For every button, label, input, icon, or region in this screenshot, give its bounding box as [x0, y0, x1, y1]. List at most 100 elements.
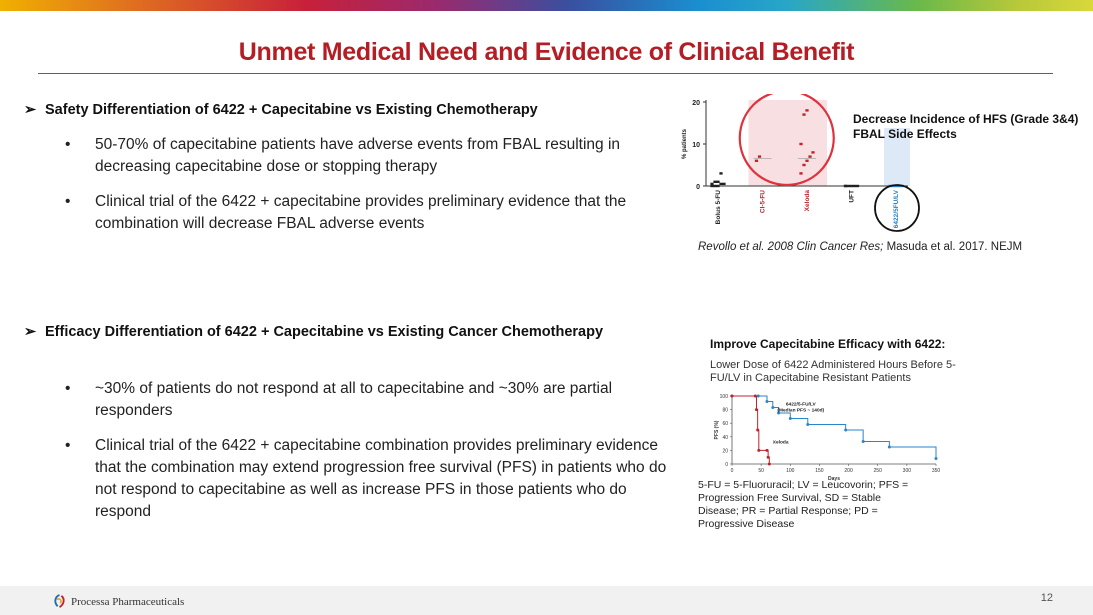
data-point	[805, 109, 809, 112]
x-tick-label: 100	[786, 468, 795, 474]
safety-heading-text: Safety Differentiation of 6422 + Capecit…	[45, 102, 538, 118]
y-tick-label: 0	[696, 184, 700, 191]
y-tick-label: 0	[725, 462, 728, 468]
efficacy-bullet-1-text: ~30% of patients do not respond at all t…	[95, 380, 613, 419]
hfs-note: Decrease Incidence of HFS (Grade 3&4) FB…	[853, 112, 1079, 141]
y-tick-label: 20	[722, 448, 728, 454]
x-tick-label: 300	[903, 468, 912, 474]
efficacy-bullet-2-text: Clinical trial of the 6422 + capecitabin…	[95, 437, 667, 520]
y-tick-label: 100	[720, 394, 729, 400]
x-category-label: UFT	[849, 190, 856, 203]
safety-bullet-1-text: 50-70% of capecitabine patients have adv…	[95, 136, 621, 175]
y-axis-label: % patients	[682, 128, 688, 159]
efficacy-heading: ➢ Efficacy Differentiation of 6422 + Cap…	[24, 322, 624, 343]
series-point	[788, 416, 792, 420]
median-pfs-annotation: (Median PFS ~ 140d)	[777, 408, 824, 414]
efficacy-bullet-1: • ~30% of patients do not respond at all…	[65, 378, 685, 422]
bullet-dot-icon: •	[65, 193, 71, 210]
x-category-label: CI-5-FU	[760, 190, 767, 213]
series-point	[934, 457, 938, 461]
series-point	[844, 428, 848, 432]
safety-bullet-2: • Clinical trial of the 6422 + capecitab…	[65, 191, 665, 235]
data-point	[713, 180, 717, 183]
data-point	[897, 184, 901, 188]
citation-italic: Revollo et al. 2008 Clin Cancer Res;	[698, 241, 884, 253]
abbreviation-note: 5-FU = 5-Fluoruracil; LV = Leucovorin; P…	[698, 479, 909, 530]
data-point	[719, 182, 723, 186]
title-divider	[38, 73, 1053, 74]
data-point	[852, 184, 857, 188]
highlight-region-blue	[884, 128, 910, 186]
data-point	[802, 113, 806, 116]
bullet-dot-icon: •	[65, 136, 71, 153]
series-point	[887, 445, 891, 449]
data-point	[757, 155, 762, 158]
safety-bullet-1: • 50-70% of capecitabine patients have a…	[65, 134, 655, 178]
series-point	[754, 408, 758, 412]
efficacy-bullet-2: • Clinical trial of the 6422 + capecitab…	[65, 435, 680, 523]
company-logo: Processa Pharmaceuticals	[52, 594, 184, 609]
series-point	[753, 394, 757, 398]
hfs-citation: Revollo et al. 2008 Clin Cancer Res; Mas…	[698, 239, 1022, 255]
x-category-label: Xeloda	[804, 190, 811, 212]
y-tick-label: 40	[722, 435, 728, 441]
series-line-xeloda	[732, 395, 770, 464]
highlight-circle-black	[874, 184, 920, 232]
x-category-label: 6422/5FU/LV	[893, 189, 900, 228]
pfs-chart: 0 20 40 60 80 100 0 50 100 150 200 250 300 350 Days PFS…	[714, 394, 941, 482]
data-point	[849, 184, 854, 188]
series-point	[756, 428, 760, 432]
x-tick-label: 350	[932, 468, 941, 474]
efficacy-heading-text: Efficacy Differentiation of 6422 + Capec…	[45, 324, 604, 340]
data-point	[799, 142, 803, 146]
page-title: Unmet Medical Need and Evidence of Clini…	[238, 38, 855, 66]
data-point	[799, 172, 803, 175]
series-point	[765, 448, 769, 452]
data-point	[710, 182, 714, 186]
hfs-incidence-chart: 0 10 20 % patients Bolus 5-FU CI-5-FU Xeloda UF…	[682, 94, 920, 232]
citation-rest: Masuda et al. 2017. NEJM	[883, 241, 1023, 253]
data-point	[713, 184, 717, 188]
series-line-6422	[732, 395, 937, 459]
series-point	[766, 455, 770, 459]
data-point	[722, 182, 726, 186]
page-number: 12	[1040, 592, 1053, 604]
series-point	[806, 423, 810, 427]
efficacy-figure-subtitle: Lower Dose of 6422 Administered Hours Be…	[710, 359, 956, 384]
series-point	[756, 394, 760, 398]
efficacy-figure-title: Improve Capecitabine Efficacy with 6422:	[710, 337, 946, 351]
x-axis-label: Days	[828, 476, 840, 482]
y-tick-label: 80	[722, 408, 728, 414]
arrow-bullet-icon: ➢	[24, 324, 37, 340]
data-point	[710, 184, 714, 188]
data-point	[719, 172, 723, 175]
x-tick-label: 0	[731, 468, 734, 474]
data-point	[754, 159, 759, 162]
company-name: Processa Pharmaceuticals	[71, 595, 185, 608]
series-point	[767, 462, 771, 466]
data-point	[802, 163, 806, 167]
data-point	[811, 151, 815, 154]
processa-logo-icon	[54, 594, 65, 608]
highlight-region-red	[748, 100, 827, 186]
x-tick-label: 50	[758, 468, 764, 474]
series-point	[730, 394, 734, 398]
bullet-dot-icon: •	[65, 437, 71, 454]
top-color-band	[0, 0, 1093, 11]
data-point	[894, 184, 898, 188]
series-point	[757, 448, 761, 452]
highlight-circle-red	[738, 94, 835, 187]
series-point	[777, 411, 781, 415]
safety-heading: ➢ Safety Differentiation of 6422 + Capec…	[24, 100, 664, 121]
data-point	[805, 159, 809, 162]
safety-bullet-2-text: Clinical trial of the 6422 + capecitabin…	[95, 193, 627, 232]
series-label-6422: 6422/5-FU/LV	[786, 402, 817, 408]
x-tick-label: 150	[815, 468, 824, 474]
data-point	[843, 184, 848, 188]
data-point	[846, 184, 851, 188]
y-tick-label: 60	[722, 421, 728, 427]
data-point	[716, 184, 720, 188]
x-tick-label: 200	[844, 468, 853, 474]
y-tick-label: 10	[692, 142, 700, 149]
bullet-dot-icon: •	[65, 380, 71, 397]
